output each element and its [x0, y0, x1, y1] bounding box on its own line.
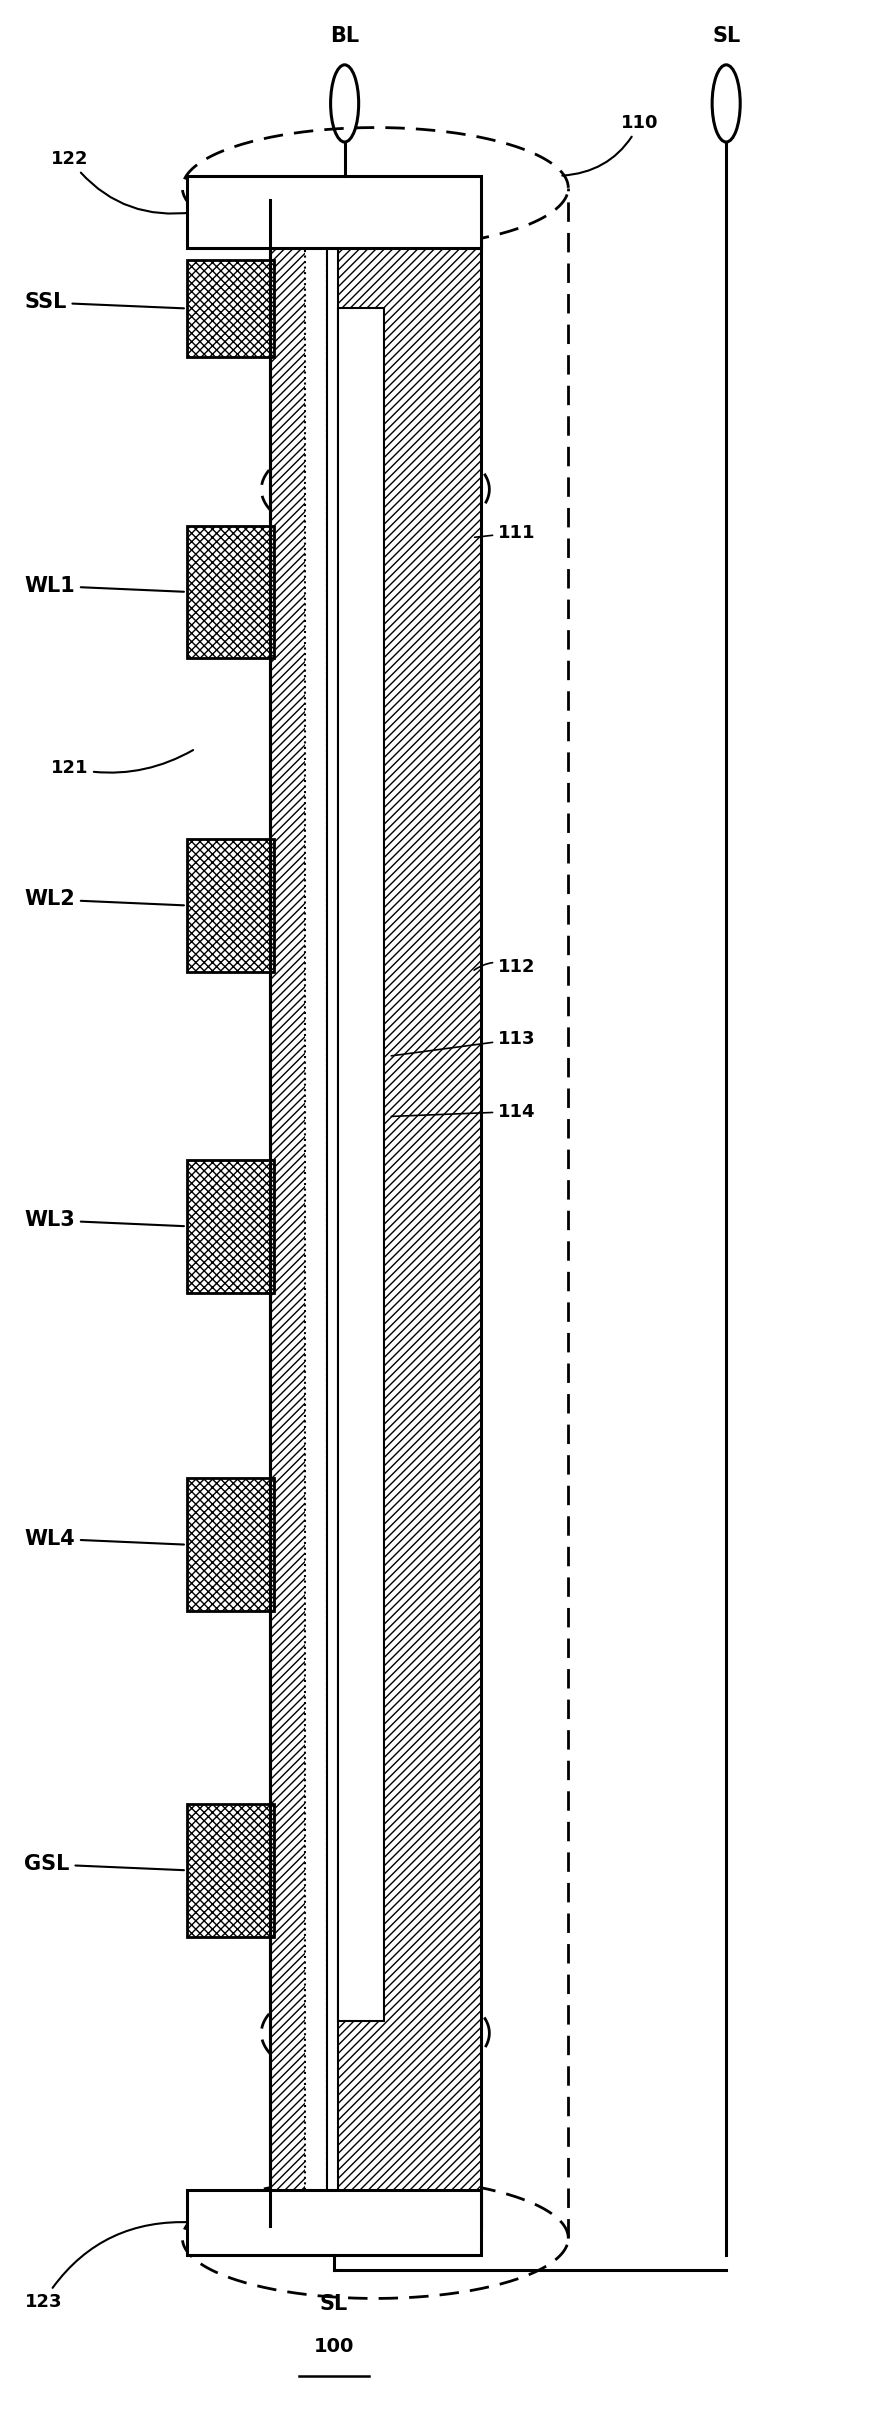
- Bar: [270, 199, 480, 2227]
- Bar: [187, 839, 274, 973]
- Bar: [339, 308, 384, 2021]
- Text: 110: 110: [562, 114, 658, 175]
- Text: WL4: WL4: [24, 1528, 184, 1548]
- Text: SL: SL: [320, 2293, 347, 2314]
- Text: GSL: GSL: [24, 1853, 184, 1875]
- Bar: [187, 260, 274, 357]
- Text: 100: 100: [314, 2336, 354, 2356]
- Text: 121: 121: [51, 750, 193, 776]
- Bar: [187, 2191, 480, 2256]
- Bar: [270, 199, 480, 2227]
- Bar: [187, 260, 274, 357]
- Text: 114: 114: [391, 1101, 535, 1121]
- Text: WL3: WL3: [24, 1211, 184, 1230]
- Text: BL: BL: [330, 27, 359, 46]
- Bar: [187, 1160, 274, 1293]
- Bar: [187, 526, 274, 657]
- Text: SL: SL: [712, 27, 740, 46]
- Text: 122: 122: [51, 150, 192, 213]
- Bar: [187, 1477, 274, 1611]
- Text: 111: 111: [475, 524, 535, 541]
- Bar: [187, 1160, 274, 1293]
- Text: 123: 123: [24, 2222, 192, 2312]
- Text: WL1: WL1: [24, 575, 184, 597]
- Text: 113: 113: [391, 1031, 535, 1055]
- Bar: [327, 199, 339, 2227]
- Bar: [187, 1477, 274, 1611]
- Text: SSL: SSL: [24, 294, 184, 313]
- Bar: [187, 1805, 274, 1936]
- Bar: [187, 839, 274, 973]
- Bar: [305, 199, 327, 2227]
- Bar: [187, 1805, 274, 1936]
- Bar: [339, 308, 384, 2021]
- Text: WL2: WL2: [24, 890, 184, 910]
- Bar: [187, 175, 480, 247]
- Bar: [187, 526, 274, 657]
- Text: 112: 112: [474, 958, 535, 975]
